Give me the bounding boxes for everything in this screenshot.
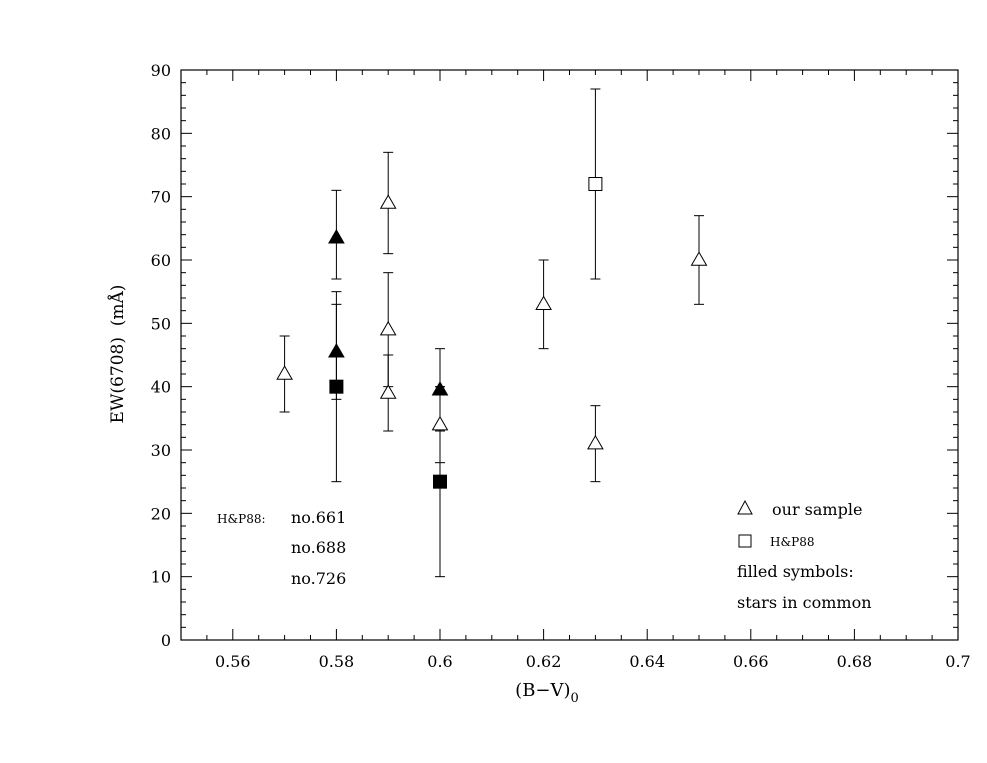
x-tick-label: 0.66 <box>733 652 769 671</box>
data-point-filled-triangle <box>431 381 449 396</box>
y-tick-label: 50 <box>151 314 171 333</box>
data-point-open-triangle <box>690 251 708 266</box>
y-tick-label: 0 <box>161 631 171 650</box>
annotation-line-3: no.726 <box>291 569 346 588</box>
annotation-label: H&P88: <box>217 512 266 526</box>
data-point-filled-square <box>433 474 447 489</box>
legend-triangle-marker <box>737 499 753 515</box>
y-tick-label: 30 <box>151 441 171 460</box>
data-point-filled-triangle <box>328 229 345 244</box>
tick-labels: 0.56 0.58 0.6 0.62 0.64 0.66 0.68 0.7 0 10 20 30 40 5… <box>151 61 971 671</box>
x-tick-label: 0.58 <box>319 652 355 671</box>
annotation-line-2: no.688 <box>291 538 346 557</box>
legend-entry-our-sample: our sample <box>772 500 862 519</box>
ticks <box>180 69 959 641</box>
y-tick-label: 10 <box>151 568 171 587</box>
x-tick-label: 0.62 <box>526 652 562 671</box>
data-point-open-triangle <box>276 365 293 380</box>
legend-note-2: stars in common <box>737 593 872 612</box>
x-tick-label: 0.56 <box>215 652 251 671</box>
x-axis-label: (B−V)0 <box>515 680 579 706</box>
data-point-open-square <box>588 177 603 191</box>
x-tick-label: 0.7 <box>945 652 970 671</box>
y-tick-label: 70 <box>151 188 171 207</box>
x-axis-label-subscript: 0 <box>571 691 579 706</box>
y-axis-label: EW(6708) (mÅ) <box>107 285 128 424</box>
error-bars <box>279 88 704 578</box>
y-tick-label: 80 <box>151 124 171 143</box>
data-point-open-triangle <box>379 194 397 209</box>
data-point-open-triangle <box>379 384 397 399</box>
data-point-filled-triangle <box>328 343 345 358</box>
data-point-filled-square <box>329 379 344 394</box>
annotation-line-1: no.661 <box>291 508 346 527</box>
x-tick-label: 0.64 <box>629 652 665 671</box>
x-tick-label: 0.68 <box>837 652 873 671</box>
annotation: H&P88: no.661 no.688 no.726 <box>217 508 346 588</box>
data-point-open-triangle <box>379 320 397 336</box>
legend-entry-hp88: H&P88 <box>770 535 815 549</box>
legend-square-marker <box>738 534 752 548</box>
y-tick-label: 90 <box>151 61 171 80</box>
data-point-open-triangle <box>535 295 552 311</box>
x-axis-label-main: (B−V) <box>515 680 570 701</box>
legend-note-1: filled symbols: <box>737 562 854 581</box>
legend: our sample H&P88 filled symbols: stars i… <box>737 499 872 612</box>
y-tick-label: 60 <box>151 251 171 270</box>
data-point-open-triangle <box>431 415 449 431</box>
data-point-open-triangle <box>587 434 604 450</box>
y-tick-label: 40 <box>151 378 171 397</box>
y-tick-label: 20 <box>151 504 171 523</box>
x-tick-label: 0.6 <box>427 652 452 671</box>
data-markers <box>276 177 708 489</box>
